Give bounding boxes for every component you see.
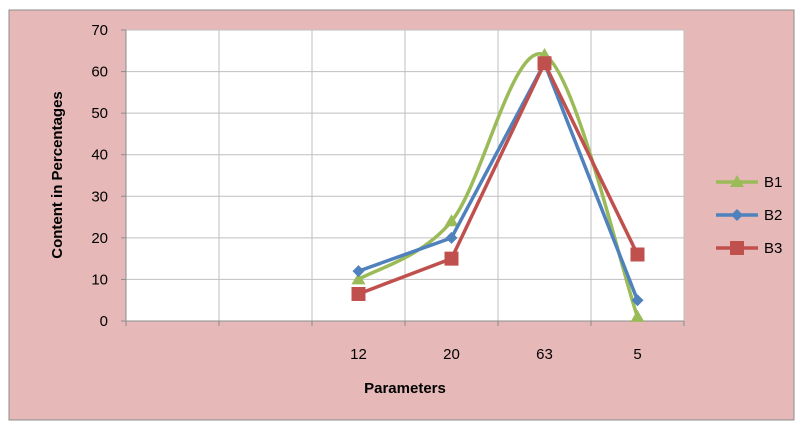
x-tick-label: 63	[536, 346, 553, 363]
y-tick-label: 30	[91, 188, 108, 205]
data-point-b3	[351, 286, 366, 301]
data-point-b3	[444, 251, 459, 266]
legend-label-b2: B2	[764, 207, 782, 224]
axes: 0 10 20 30 40 50 60 70 12 20 63 5	[91, 22, 685, 363]
y-tick-label: 40	[91, 147, 108, 164]
legend-item-b1: B1	[716, 174, 782, 191]
y-tick-label: 50	[91, 105, 108, 122]
legend: B1 B2 B3	[716, 174, 782, 257]
data-point-b1	[351, 272, 366, 285]
x-axis-title: Parameters	[364, 380, 446, 397]
data-point-b3	[537, 56, 552, 71]
x-tick-label: 12	[350, 346, 367, 363]
data-point-b2	[352, 265, 365, 278]
series-b3	[351, 56, 645, 301]
y-tick-label: 20	[91, 230, 108, 247]
data-point-b2	[631, 294, 644, 307]
data-point-b3	[630, 247, 645, 262]
legend-label-b3: B3	[764, 240, 782, 257]
x-tick-label: 20	[443, 346, 460, 363]
y-axis-title: Content in Percentages	[49, 91, 66, 259]
y-tick-label: 0	[100, 313, 108, 330]
series-line-b3	[357, 61, 640, 296]
legend-label-b1: B1	[764, 174, 782, 191]
series-group	[351, 47, 645, 322]
y-tick-label: 60	[91, 64, 108, 81]
legend-item-b2: B2	[716, 207, 782, 224]
legend-item-b3: B3	[716, 240, 782, 257]
legend-marker-b1	[730, 175, 744, 187]
legend-marker-b3	[730, 241, 744, 255]
y-tick-label: 70	[91, 22, 108, 39]
x-tick-label: 5	[633, 346, 641, 363]
y-tick-label: 10	[91, 271, 108, 288]
data-point-b2	[445, 231, 458, 244]
series-line-b2	[357, 61, 640, 301]
data-point-b1	[444, 214, 459, 227]
legend-marker-b2	[731, 209, 743, 221]
data-point-b1	[630, 309, 645, 322]
